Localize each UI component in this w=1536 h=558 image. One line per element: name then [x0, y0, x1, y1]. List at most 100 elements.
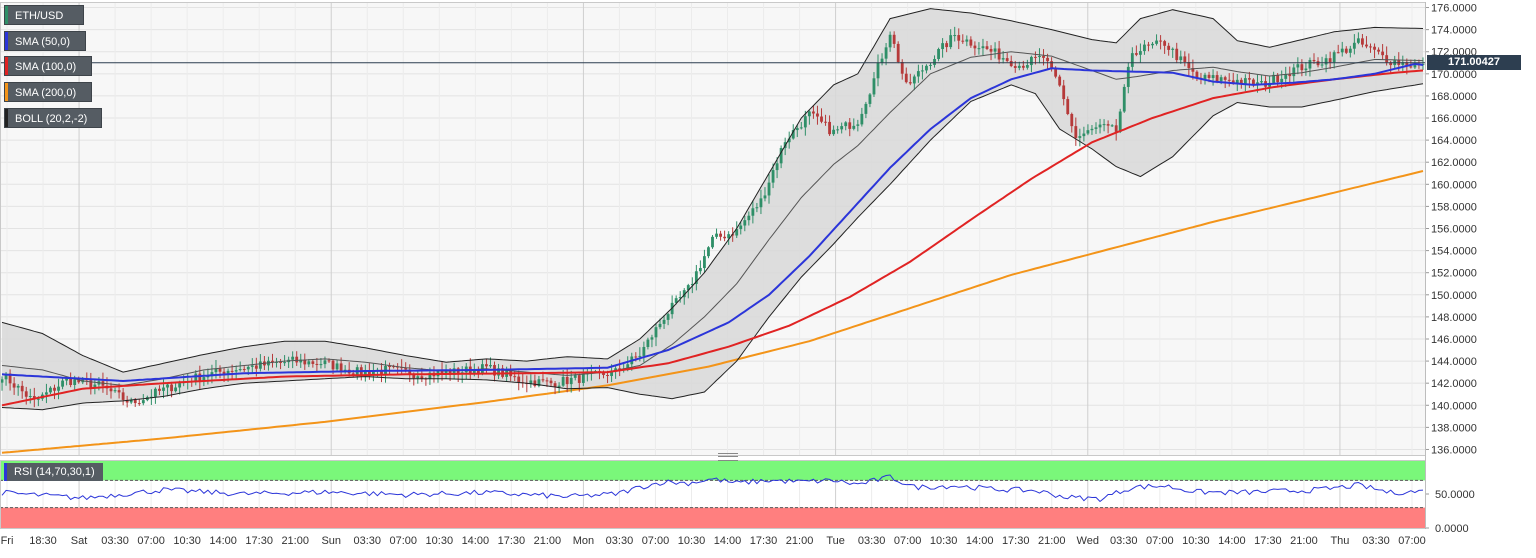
- x-tick-label: 18:30: [29, 535, 57, 547]
- x-tick-label: 14:00: [209, 535, 237, 547]
- candle-body: [1086, 130, 1090, 134]
- candle-body: [751, 208, 755, 216]
- legend-swatch-sma200: [5, 83, 8, 101]
- x-tick-label: Wed: [1077, 535, 1099, 547]
- candle-body: [844, 122, 848, 127]
- candle-body: [715, 233, 718, 237]
- rsi-legend-swatch: [4, 463, 7, 481]
- bollinger-middle: [1, 51, 1424, 386]
- candle-body: [678, 297, 682, 299]
- legend-item-sma200[interactable]: SMA (200,0): [4, 82, 92, 102]
- candle-body: [1029, 56, 1033, 66]
- candle-body: [1021, 65, 1025, 68]
- candle-body: [1272, 74, 1276, 83]
- candle-body: [1344, 48, 1348, 53]
- candle-body: [1042, 55, 1045, 58]
- candle-body: [743, 220, 747, 226]
- candle-body: [351, 373, 355, 376]
- candle-body: [279, 361, 282, 363]
- candle-body: [1058, 76, 1062, 86]
- candle-body: [1050, 61, 1054, 68]
- candle-body: [824, 121, 827, 123]
- candle-body: [363, 370, 367, 375]
- candle-body: [214, 368, 218, 373]
- candle-body: [961, 40, 965, 42]
- legend-item-sma50[interactable]: SMA (50,0): [4, 31, 86, 51]
- candle-body: [1038, 55, 1041, 58]
- candle-body: [840, 126, 844, 130]
- y-tick-label: 176.0000: [1431, 3, 1477, 15]
- candle-body: [1211, 75, 1215, 79]
- candle-body: [1183, 56, 1187, 62]
- candle-body: [380, 369, 383, 375]
- candle-body: [315, 363, 319, 365]
- legend-label-sma50: SMA (50,0): [15, 36, 71, 48]
- candle-body: [93, 384, 97, 388]
- candle-body: [1134, 53, 1138, 55]
- candle-body: [416, 376, 420, 379]
- x-tick-label: 03:30: [1362, 535, 1390, 547]
- candle-body: [133, 399, 137, 404]
- x-tick-label: Fri: [1, 535, 14, 547]
- x-tick-label: 17:30: [1002, 535, 1030, 547]
- candle-body: [202, 377, 206, 382]
- candle-body: [953, 35, 957, 37]
- candle-body: [719, 233, 722, 237]
- x-tick-label: 10:30: [426, 535, 454, 547]
- candle-body: [61, 380, 64, 387]
- candle-body: [125, 399, 129, 403]
- candle-body: [456, 368, 460, 375]
- legend-item-sma100[interactable]: SMA (100,0): [4, 56, 92, 76]
- candle-body: [1017, 65, 1021, 68]
- rsi-oversold-zone: [0, 507, 1425, 528]
- x-tick-label: 14:00: [966, 535, 994, 547]
- candle-body: [162, 387, 165, 391]
- candle-body: [884, 47, 888, 59]
- candle-body: [299, 359, 303, 363]
- candle-body: [771, 170, 775, 183]
- x-tick-label: 03:30: [858, 535, 886, 547]
- candle-body: [497, 368, 500, 376]
- legend-item-boll[interactable]: BOLL (20,2,-2): [4, 108, 102, 128]
- candle-body: [210, 372, 214, 377]
- candle-body: [1054, 67, 1058, 77]
- candle-body: [1292, 67, 1296, 77]
- candle-body: [1163, 41, 1167, 46]
- sma50-line: [1, 62, 1424, 383]
- pane-resize-handle[interactable]: [718, 453, 738, 461]
- candle-body: [1252, 79, 1255, 86]
- x-tick-label: Thu: [1330, 535, 1349, 547]
- candle-body: [1247, 78, 1251, 80]
- candle-body: [295, 356, 299, 363]
- candle-body: [557, 385, 561, 388]
- candle-body: [1151, 43, 1154, 46]
- candle-body: [856, 124, 860, 126]
- candle-body: [993, 48, 997, 52]
- legend-swatch-sma50: [5, 32, 8, 50]
- candle-body: [218, 368, 222, 372]
- candle-body: [658, 323, 662, 328]
- candle-body: [1260, 81, 1263, 83]
- candle-body: [634, 356, 638, 358]
- candle-body: [1074, 126, 1078, 138]
- candle-body: [254, 365, 258, 369]
- candle-body: [1147, 44, 1150, 46]
- candle-body: [1070, 113, 1074, 127]
- candle-body: [945, 43, 949, 48]
- candle-body: [8, 373, 12, 384]
- candle-body: [723, 236, 727, 239]
- candle-body: [420, 376, 424, 379]
- candle-body: [303, 359, 307, 365]
- legend-item-ethusd[interactable]: ETH/USD: [4, 5, 84, 25]
- rsi-legend[interactable]: RSI (14,70,30,1): [4, 463, 103, 481]
- candle-body: [1066, 99, 1070, 114]
- candle-body: [1235, 79, 1239, 84]
- candle-body: [121, 392, 125, 400]
- x-tick-label: 07:00: [390, 535, 418, 547]
- candle-body: [319, 364, 323, 366]
- candle-body: [836, 129, 840, 131]
- candle-body: [569, 377, 573, 385]
- candle-body: [876, 63, 880, 79]
- candle-body: [1352, 42, 1356, 49]
- candle-body: [109, 388, 113, 392]
